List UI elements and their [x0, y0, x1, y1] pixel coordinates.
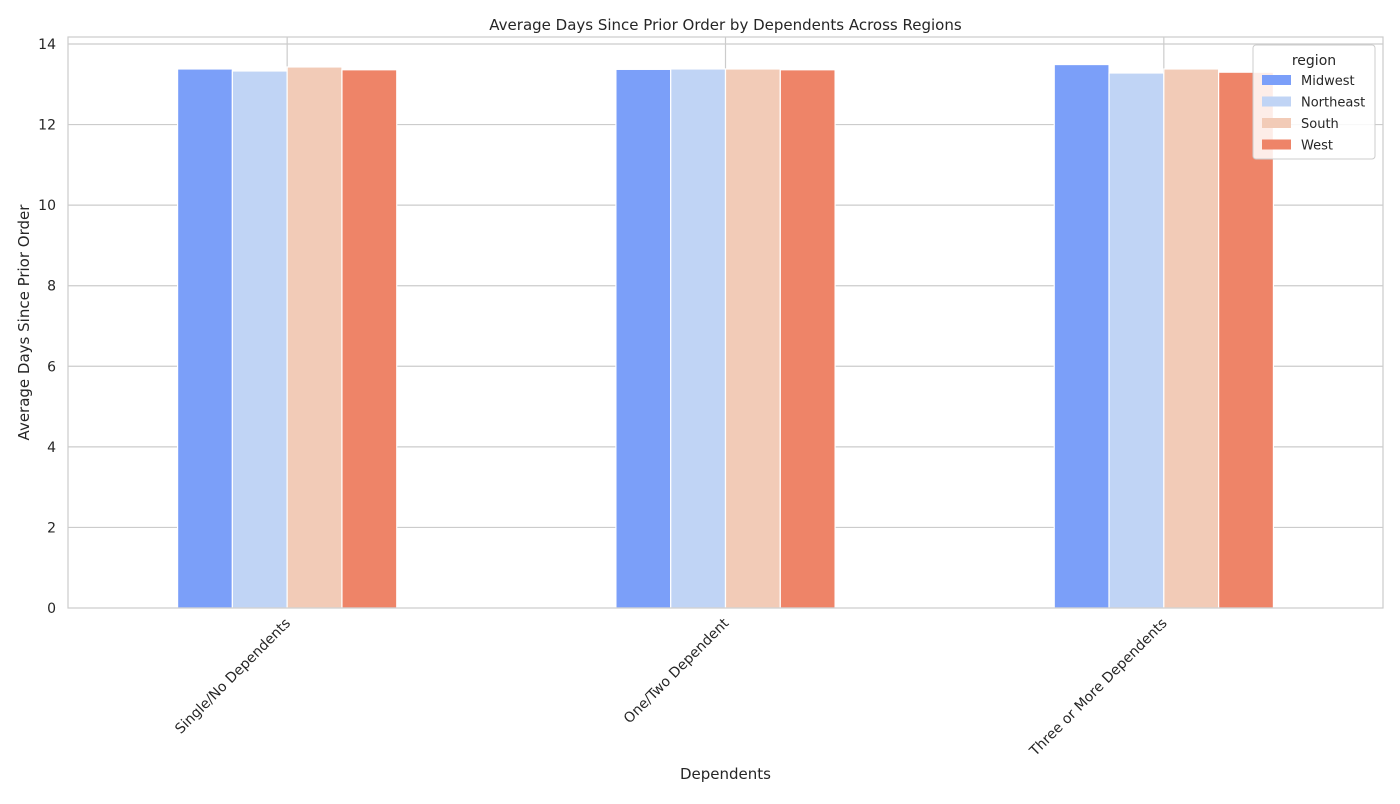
- bar-midwest-3: [1053, 63, 1110, 609]
- bar-west-3: [1218, 71, 1275, 609]
- legend-label-midwest: Midwest: [1301, 74, 1355, 89]
- bar-south-2: [724, 68, 781, 609]
- legend-swatch-west: [1262, 139, 1291, 150]
- legend-items: Midwest Northeast South West: [1262, 74, 1365, 154]
- legend-swatch-midwest: [1262, 75, 1291, 85]
- legend: region Midwest Northeast South West: [1252, 44, 1376, 160]
- bar-northeast-2: [670, 68, 727, 609]
- y-tick-label: 0: [47, 601, 56, 617]
- legend-label-south: South: [1301, 117, 1339, 132]
- bar-south-3: [1163, 68, 1220, 609]
- bar-northeast-1: [231, 70, 288, 609]
- bars: [176, 63, 1275, 609]
- x-axis-label: Dependents: [680, 765, 771, 783]
- y-tick-label: 2: [47, 520, 56, 536]
- y-tick-label: 8: [47, 279, 56, 295]
- plot-frame: [67, 36, 1384, 609]
- x-tick-label: Three or More Dependents: [1026, 616, 1171, 761]
- y-tick-labels: 0 2 4 6 8 10 12 14: [38, 37, 56, 617]
- legend-label-northeast: Northeast: [1301, 96, 1365, 111]
- y-tick-label: 4: [47, 440, 56, 456]
- y-tick-label: 6: [47, 359, 56, 375]
- legend-swatch-south: [1262, 118, 1291, 128]
- bar-south-1: [286, 66, 343, 609]
- y-tick-label: 10: [38, 198, 56, 214]
- legend-swatch-northeast: [1262, 96, 1291, 107]
- x-tick-label: One/Two Dependent: [621, 615, 733, 727]
- y-axis-label: Average Days Since Prior Order: [15, 204, 33, 441]
- bar-midwest-1: [176, 68, 233, 609]
- y-tick-label: 14: [38, 37, 56, 53]
- y-tick-label: 12: [38, 118, 56, 134]
- chart-title: Average Days Since Prior Order by Depend…: [489, 16, 962, 34]
- legend-label-west: West: [1301, 139, 1333, 154]
- bar-west-2: [779, 69, 836, 609]
- legend-box: [1252, 44, 1376, 160]
- x-tick-labels: Single/No Dependents One/Two Dependent Thr…: [172, 615, 1170, 760]
- legend-title: region: [1292, 53, 1336, 69]
- bar-west-1: [341, 69, 398, 609]
- bar-northeast-3: [1108, 72, 1165, 609]
- bar-midwest-2: [615, 68, 672, 609]
- x-tick-label: Single/No Dependents: [172, 616, 294, 738]
